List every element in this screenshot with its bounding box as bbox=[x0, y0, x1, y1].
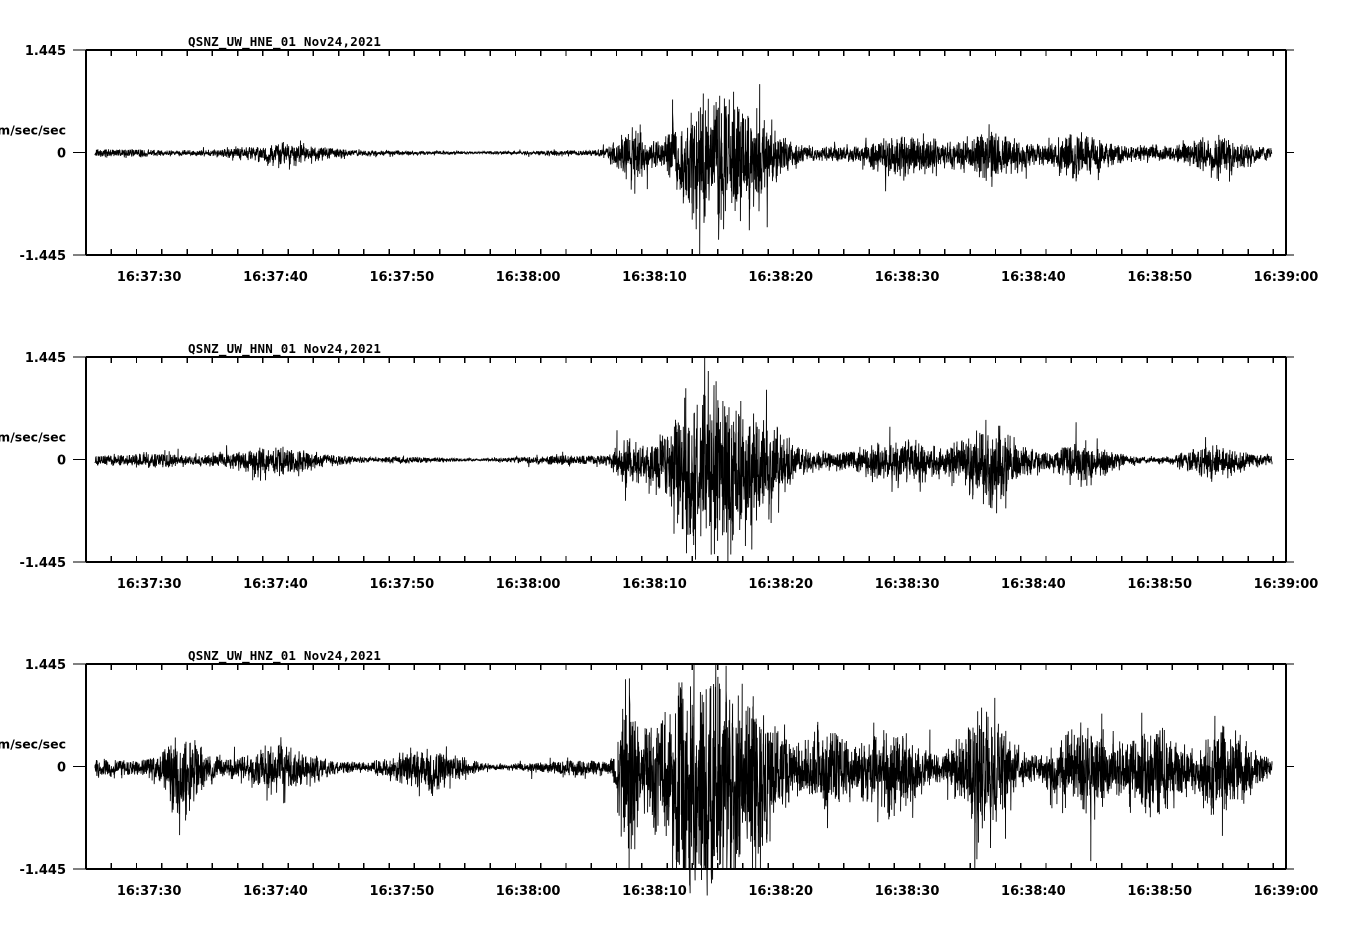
y-tick-label: -1.445 bbox=[19, 863, 66, 878]
trace-title: QSNZ_UW_HNZ_01 Nov24,2021 bbox=[188, 648, 381, 664]
y-tick-label: 0 bbox=[57, 454, 66, 469]
x-tick-label: 16:38:20 bbox=[748, 270, 813, 285]
x-tick-label: 16:37:40 bbox=[243, 577, 308, 592]
waveform-trace-hnn bbox=[94, 356, 1273, 563]
y-axis-unit-label: cm/sec/sec bbox=[0, 123, 66, 138]
x-tick-label: 16:39:00 bbox=[1254, 270, 1319, 285]
x-tick-label: 16:38:30 bbox=[875, 270, 940, 285]
x-tick-label: 16:37:30 bbox=[117, 270, 182, 285]
x-tick-label: 16:38:20 bbox=[748, 884, 813, 899]
x-tick-label: 16:37:50 bbox=[369, 884, 434, 899]
plot-frame bbox=[85, 49, 1287, 256]
y-tick-label: 0 bbox=[57, 147, 66, 162]
x-tick-label: 16:38:30 bbox=[875, 884, 940, 899]
x-tick-label: 16:38:10 bbox=[622, 884, 687, 899]
x-tick-label: 16:38:40 bbox=[1001, 884, 1066, 899]
seismogram-panel-hnn: QSNZ_UW_HNN_01 Nov24,2021 16:37:30 16:37:4… bbox=[0, 327, 1358, 627]
trace-title: QSNZ_UW_HNN_01 Nov24,2021 bbox=[188, 341, 381, 357]
y-axis-unit-label: cm/sec/sec bbox=[0, 430, 66, 445]
x-tick-label: 16:37:30 bbox=[117, 577, 182, 592]
waveform-trace-hne bbox=[94, 84, 1273, 256]
x-tick-label: 16:38:50 bbox=[1127, 577, 1192, 592]
seismogram-panel-hne: QSNZ_UW_HNE_01 Nov24,2021 16:37:30 16:37:4… bbox=[0, 20, 1358, 320]
y-axis-unit-label: cm/sec/sec bbox=[0, 737, 66, 752]
x-tick-label: 16:37:40 bbox=[243, 270, 308, 285]
y-tick-label: 1.445 bbox=[25, 44, 66, 59]
y-axis: 1.445 0 -1.445 bbox=[19, 351, 1294, 571]
y-tick-label: 0 bbox=[57, 761, 66, 776]
y-tick-label: 1.445 bbox=[25, 351, 66, 366]
x-axis-tick-labels: 16:37:30 16:37:40 16:37:50 16:38:00 16:38:10… bbox=[117, 884, 1319, 899]
x-tick-label: 16:38:10 bbox=[622, 270, 687, 285]
y-tick-label: -1.445 bbox=[19, 556, 66, 571]
panel-canvas-hne: QSNZ_UW_HNE_01 Nov24,2021 16:37:30 16:37:4… bbox=[0, 34, 1319, 285]
x-tick-label: 16:39:00 bbox=[1254, 884, 1319, 899]
trace-title: QSNZ_UW_HNE_01 Nov24,2021 bbox=[188, 34, 381, 50]
panel-canvas-hnn: QSNZ_UW_HNN_01 Nov24,2021 16:37:30 16:37:4… bbox=[0, 341, 1319, 592]
waveform-trace-hnz bbox=[94, 663, 1273, 896]
x-tick-label: 16:37:30 bbox=[117, 884, 182, 899]
x-tick-label: 16:37:50 bbox=[369, 577, 434, 592]
x-tick-label: 16:38:10 bbox=[622, 577, 687, 592]
x-tick-label: 16:38:00 bbox=[496, 884, 561, 899]
seismogram-panel-hnz: QSNZ_UW_HNZ_01 Nov24,2021 16:37:30 16:37:4… bbox=[0, 634, 1358, 934]
y-axis: 1.445 0 -1.445 bbox=[19, 44, 1294, 264]
x-axis-ticks bbox=[85, 664, 1275, 869]
y-tick-label: -1.445 bbox=[19, 249, 66, 264]
x-axis-tick-labels: 16:37:30 16:37:40 16:37:50 16:38:00 16:38:10… bbox=[117, 270, 1319, 285]
x-tick-label: 16:38:00 bbox=[496, 577, 561, 592]
x-tick-label: 16:39:00 bbox=[1254, 577, 1319, 592]
x-tick-label: 16:37:40 bbox=[243, 884, 308, 899]
y-axis: 1.445 0 -1.445 bbox=[19, 658, 1294, 878]
x-tick-label: 16:38:50 bbox=[1127, 270, 1192, 285]
x-tick-label: 16:38:00 bbox=[496, 270, 561, 285]
x-tick-label: 16:38:40 bbox=[1001, 270, 1066, 285]
x-tick-label: 16:38:30 bbox=[875, 577, 940, 592]
y-tick-label: 1.445 bbox=[25, 658, 66, 673]
x-tick-label: 16:38:50 bbox=[1127, 884, 1192, 899]
x-tick-label: 16:37:50 bbox=[369, 270, 434, 285]
x-axis-tick-labels: 16:37:30 16:37:40 16:37:50 16:38:00 16:38:10… bbox=[117, 577, 1319, 592]
x-tick-label: 16:38:20 bbox=[748, 577, 813, 592]
x-axis-ticks bbox=[85, 357, 1275, 562]
x-axis-ticks bbox=[85, 50, 1275, 255]
x-tick-label: 16:38:40 bbox=[1001, 577, 1066, 592]
panel-canvas-hnz: QSNZ_UW_HNZ_01 Nov24,2021 16:37:30 16:37:4… bbox=[0, 648, 1319, 899]
